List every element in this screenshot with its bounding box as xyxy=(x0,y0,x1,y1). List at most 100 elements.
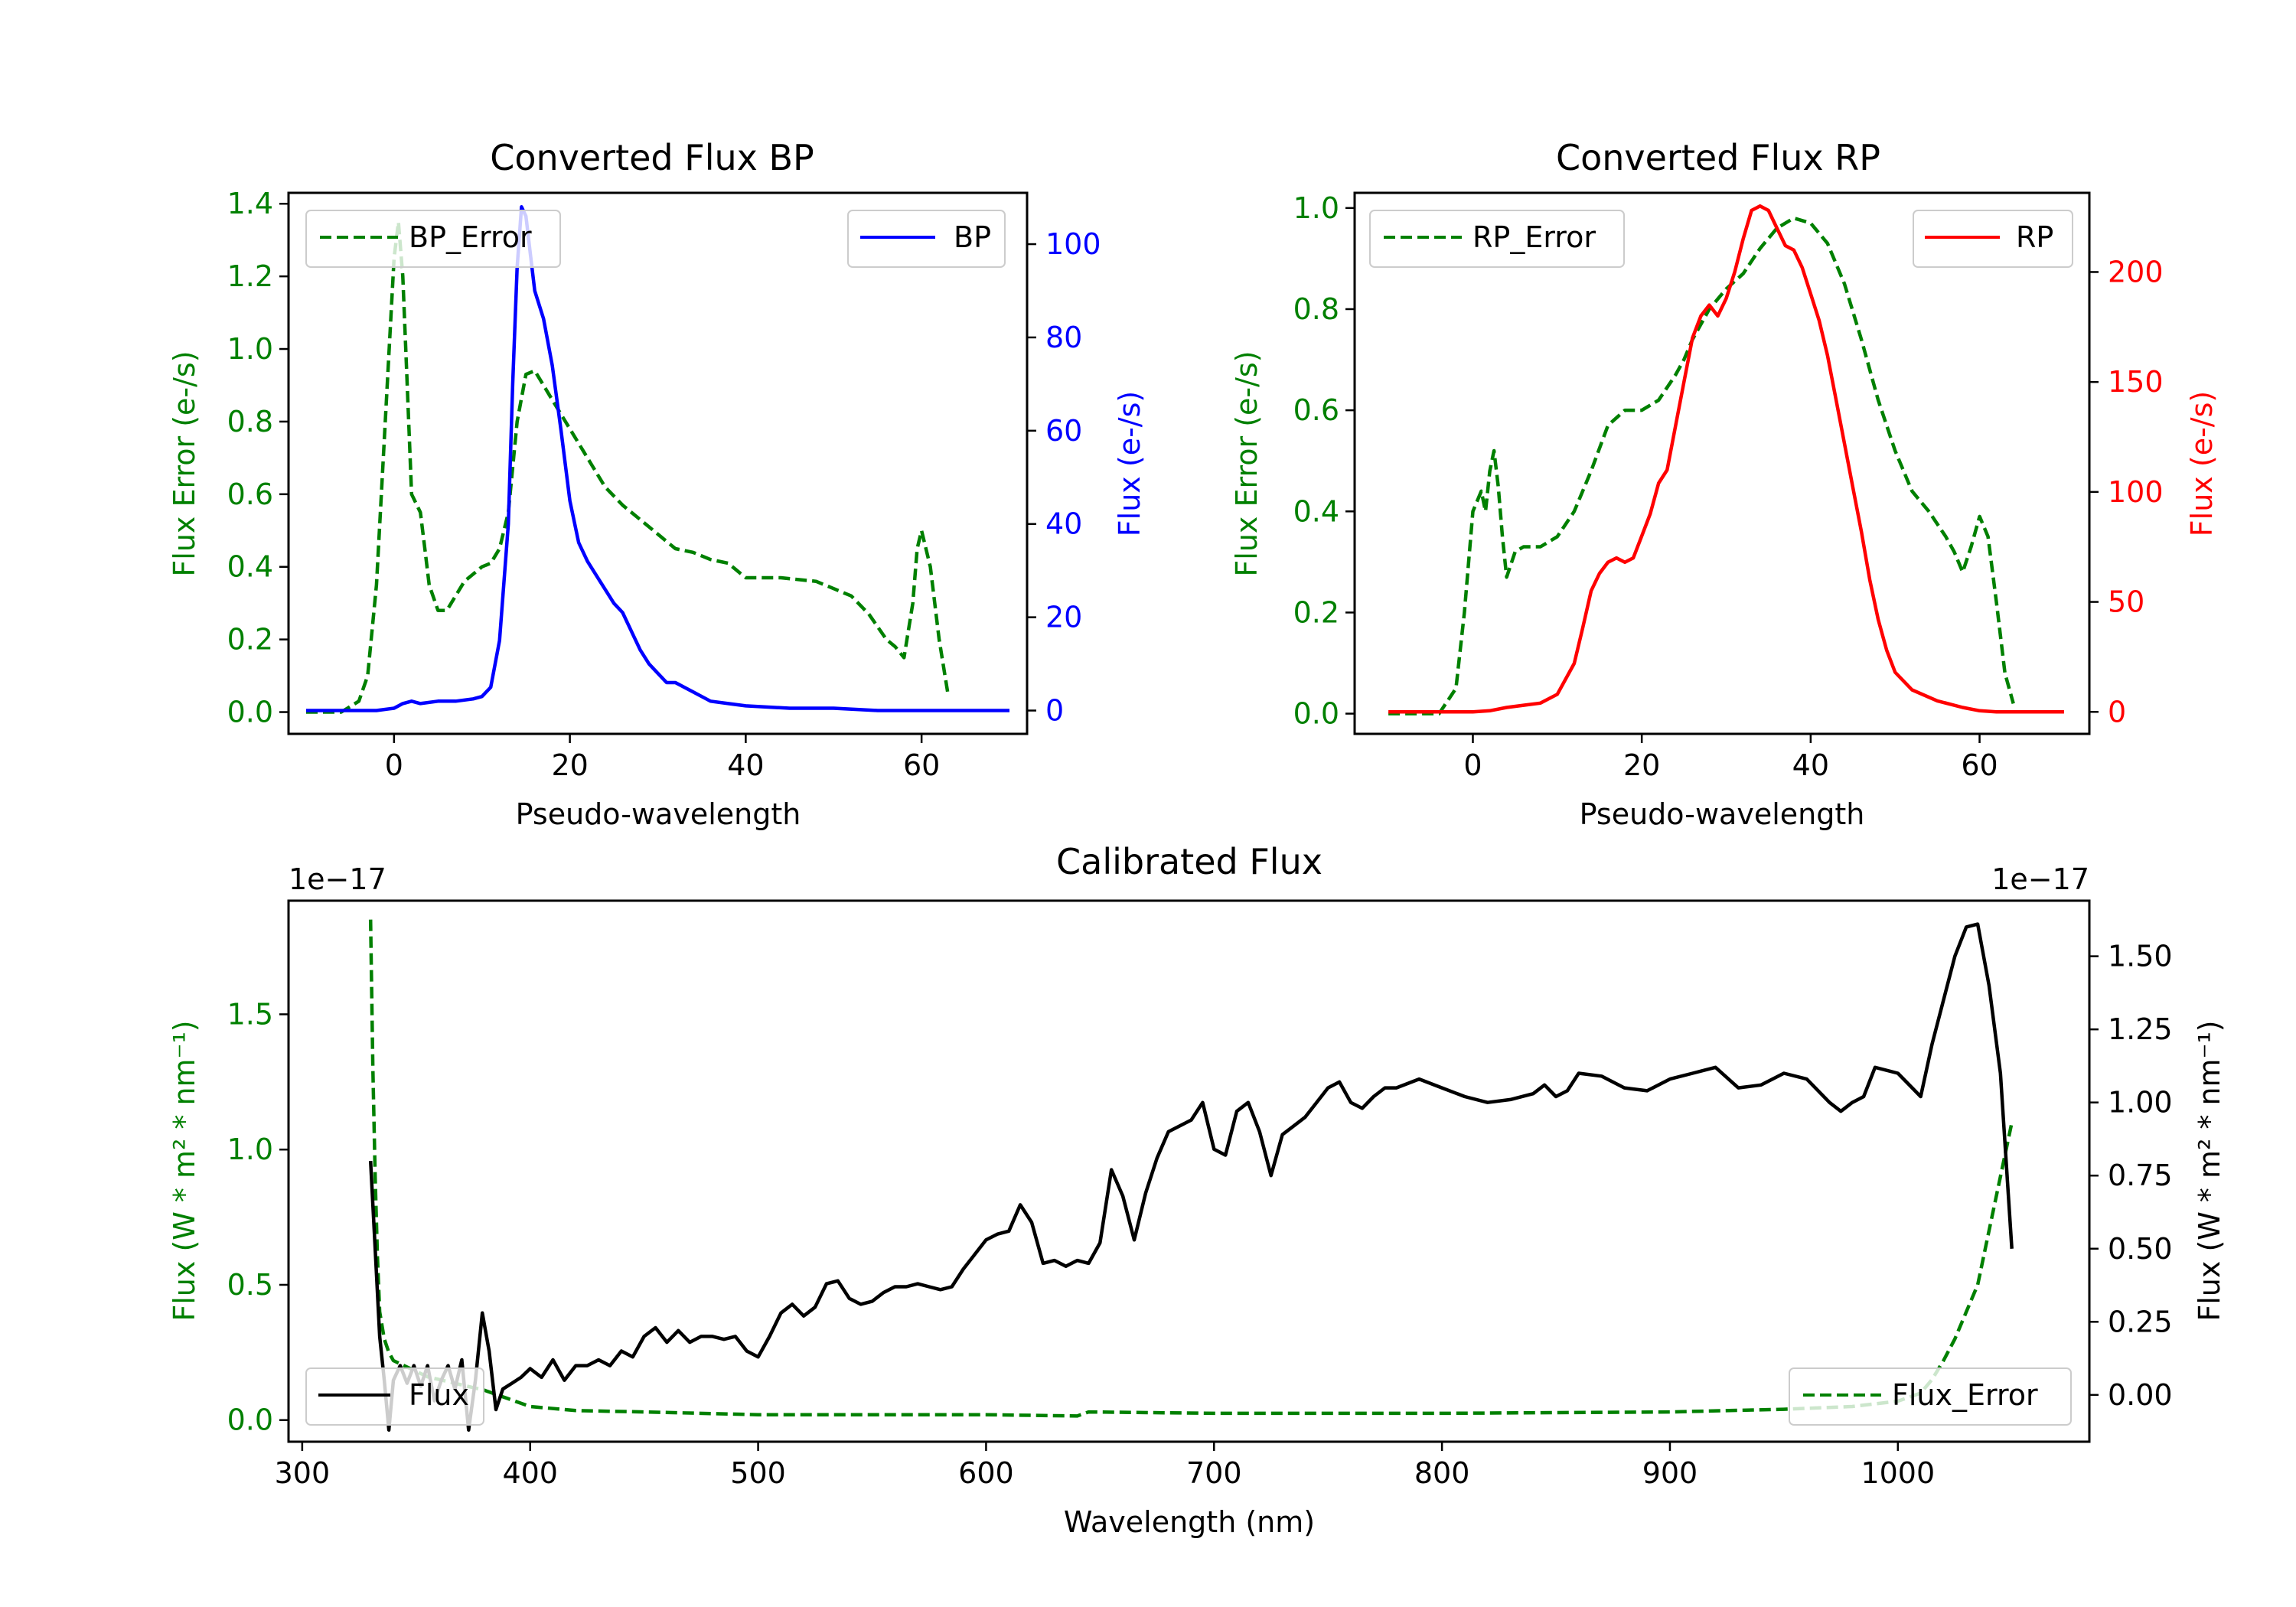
chart-calibrated-x-ticks: 300 400 500 600 700 800 900 1000 xyxy=(275,1442,1935,1490)
y-left-tick-label: 1.0 xyxy=(227,332,273,366)
y-right-tick-label: 150 xyxy=(2108,365,2164,399)
y-left-tick-label: 0.0 xyxy=(227,696,273,729)
legend-box xyxy=(1789,1367,2072,1426)
y-left-tick-label: 0.5 xyxy=(227,1268,273,1302)
y-left-tick-label: 1.5 xyxy=(227,997,273,1031)
y-right-tick-label: 40 xyxy=(1045,507,1082,541)
y-left-tick-label: 0.0 xyxy=(227,1403,273,1437)
x-tick-label: 700 xyxy=(1186,1456,1242,1490)
legend-box xyxy=(305,1367,484,1426)
x-tick-label: 600 xyxy=(958,1456,1014,1490)
chart-bp-x-ticks: 0 20 40 60 xyxy=(385,734,940,782)
series-rp-line xyxy=(1388,204,2064,714)
chart-bp-frame xyxy=(287,191,1029,735)
chart-calibrated-legend-left: Flux xyxy=(305,1367,484,1426)
chart-calibrated-frame xyxy=(287,899,2091,1443)
y-right-tick-label: 100 xyxy=(1045,227,1101,261)
chart-bp: Converted Flux BP 0 20 40 60 0.00.20.40.60.… xyxy=(168,137,1146,831)
chart-rp-xlabel: Pseudo-wavelength xyxy=(1580,797,1865,831)
chart-rp-series-layer xyxy=(1388,204,2064,715)
y-right-tick-label: 100 xyxy=(2108,475,2164,509)
legend-box xyxy=(305,210,561,268)
y-left-tick-label: 0.4 xyxy=(227,550,273,584)
y-left-tick-label: 0.6 xyxy=(1293,393,1339,427)
x-tick-label: 900 xyxy=(1642,1456,1698,1490)
x-tick-label: 400 xyxy=(502,1456,558,1490)
x-tick-label: 0 xyxy=(1463,748,1482,782)
y-right-tick-label: 0.75 xyxy=(2108,1159,2173,1192)
x-tick-label: 60 xyxy=(903,748,940,782)
chart-rp-legend-left: RP_Error xyxy=(1369,210,1625,268)
legend-label-rp-error: RP_Error xyxy=(1473,220,1596,254)
chart-calibrated-ylabel-left: Flux (W * m² * nm⁻¹) xyxy=(168,1020,201,1321)
y-left-tick-label: 1.4 xyxy=(227,187,273,220)
x-tick-label: 20 xyxy=(551,748,588,782)
y-right-tick-label: 0.25 xyxy=(2108,1305,2173,1338)
chart-bp-ylabel-left: Flux Error (e-/s) xyxy=(168,350,201,576)
chart-bp-ylabel-right: Flux (e-/s) xyxy=(1113,391,1146,536)
y-left-tick-label: 1.0 xyxy=(227,1133,273,1166)
x-tick-label: 40 xyxy=(1792,748,1829,782)
y-left-tick-label: 0.8 xyxy=(227,405,273,438)
chart-calibrated-offset-right: 1e−17 xyxy=(1991,862,2089,896)
legend-box xyxy=(1369,210,1625,268)
chart-rp-right-ticks: 0 50 100 150 200 xyxy=(2089,255,2164,729)
x-tick-label: 300 xyxy=(275,1456,331,1490)
series-flux-line xyxy=(368,922,2014,1432)
chart-calibrated-right-ticks: 0.00 0.25 0.50 0.75 1.00 1.25 1.50 xyxy=(2089,940,2173,1412)
chart-rp-frame xyxy=(1353,191,2091,735)
x-tick-label: 40 xyxy=(727,748,764,782)
x-tick-label: 800 xyxy=(1414,1456,1470,1490)
y-right-tick-label: 0 xyxy=(1045,694,1064,728)
y-right-tick-label: 80 xyxy=(1045,321,1082,354)
chart-calibrated-title: Calibrated Flux xyxy=(1056,841,1322,882)
x-tick-label: 0 xyxy=(385,748,403,782)
y-left-tick-label: 1.0 xyxy=(1293,191,1339,225)
chart-calibrated-legend-right: Flux_Error xyxy=(1789,1367,2072,1426)
chart-rp-x-ticks: 0 20 40 60 xyxy=(1463,734,1998,782)
x-tick-label: 60 xyxy=(1961,748,1998,782)
x-tick-label: 20 xyxy=(1623,748,1660,782)
legend-label-flux-error: Flux_Error xyxy=(1892,1378,2038,1412)
legend-label-flux: Flux xyxy=(409,1378,469,1412)
chart-rp-ylabel-right: Flux (e-/s) xyxy=(2185,391,2219,536)
chart-bp-legend-right: BP xyxy=(847,210,1006,268)
y-right-tick-label: 0 xyxy=(2108,695,2126,729)
y-left-tick-label: 0.2 xyxy=(1293,595,1339,629)
chart-rp: Converted Flux RP 0 20 40 60 0.00.20.40.60.… xyxy=(1230,137,2219,831)
x-tick-label: 500 xyxy=(730,1456,786,1490)
chart-calibrated-xlabel: Wavelength (nm) xyxy=(1064,1505,1315,1539)
chart-bp-left-ticks: 0.0 0.2 0.4 0.6 0.8 1.0 1.2 1.4 xyxy=(227,187,289,729)
y-left-tick-label: 0.2 xyxy=(227,623,273,657)
y-right-tick-label: 50 xyxy=(2108,585,2144,619)
y-left-tick-label: 0.6 xyxy=(227,478,273,511)
y-right-tick-label: 1.25 xyxy=(2108,1012,2173,1046)
legend-label-rp: RP xyxy=(2016,220,2053,254)
legend-label-bp-error: BP_Error xyxy=(409,220,532,254)
y-left-tick-label: 0.0 xyxy=(1293,697,1339,731)
y-right-tick-label: 1.00 xyxy=(2108,1086,2173,1120)
chart-bp-xlabel: Pseudo-wavelength xyxy=(516,797,801,831)
y-right-tick-label: 60 xyxy=(1045,414,1082,448)
y-left-tick-label: 0.4 xyxy=(1293,494,1339,528)
chart-rp-title: Converted Flux RP xyxy=(1556,137,1880,178)
chart-bp-series-layer xyxy=(306,205,1009,714)
legend-label-bp: BP xyxy=(954,220,991,254)
chart-rp-legend-right: RP xyxy=(1913,210,2073,268)
chart-bp-legend-left: BP_Error xyxy=(305,210,561,268)
chart-rp-left-ticks: 0.0 0.2 0.4 0.6 0.8 1.0 xyxy=(1293,191,1355,731)
series-bp-error-line xyxy=(306,220,950,714)
chart-calibrated-offset-left: 1e−17 xyxy=(289,862,386,896)
y-left-tick-label: 0.8 xyxy=(1293,292,1339,326)
chart-bp-right-ticks: 0 20 40 60 80 100 xyxy=(1027,227,1101,728)
chart-calibrated-left-ticks: 0.0 0.5 1.0 1.5 xyxy=(227,997,289,1437)
y-right-tick-label: 200 xyxy=(2108,255,2164,288)
chart-bp-title: Converted Flux BP xyxy=(490,137,814,178)
series-bp-line xyxy=(306,205,1009,712)
y-right-tick-label: 0.00 xyxy=(2108,1378,2173,1412)
y-left-tick-label: 1.2 xyxy=(227,259,273,293)
y-right-tick-label: 0.50 xyxy=(2108,1232,2173,1266)
x-tick-label: 1000 xyxy=(1861,1456,1935,1490)
chart-rp-ylabel-left: Flux Error (e-/s) xyxy=(1230,350,1264,576)
